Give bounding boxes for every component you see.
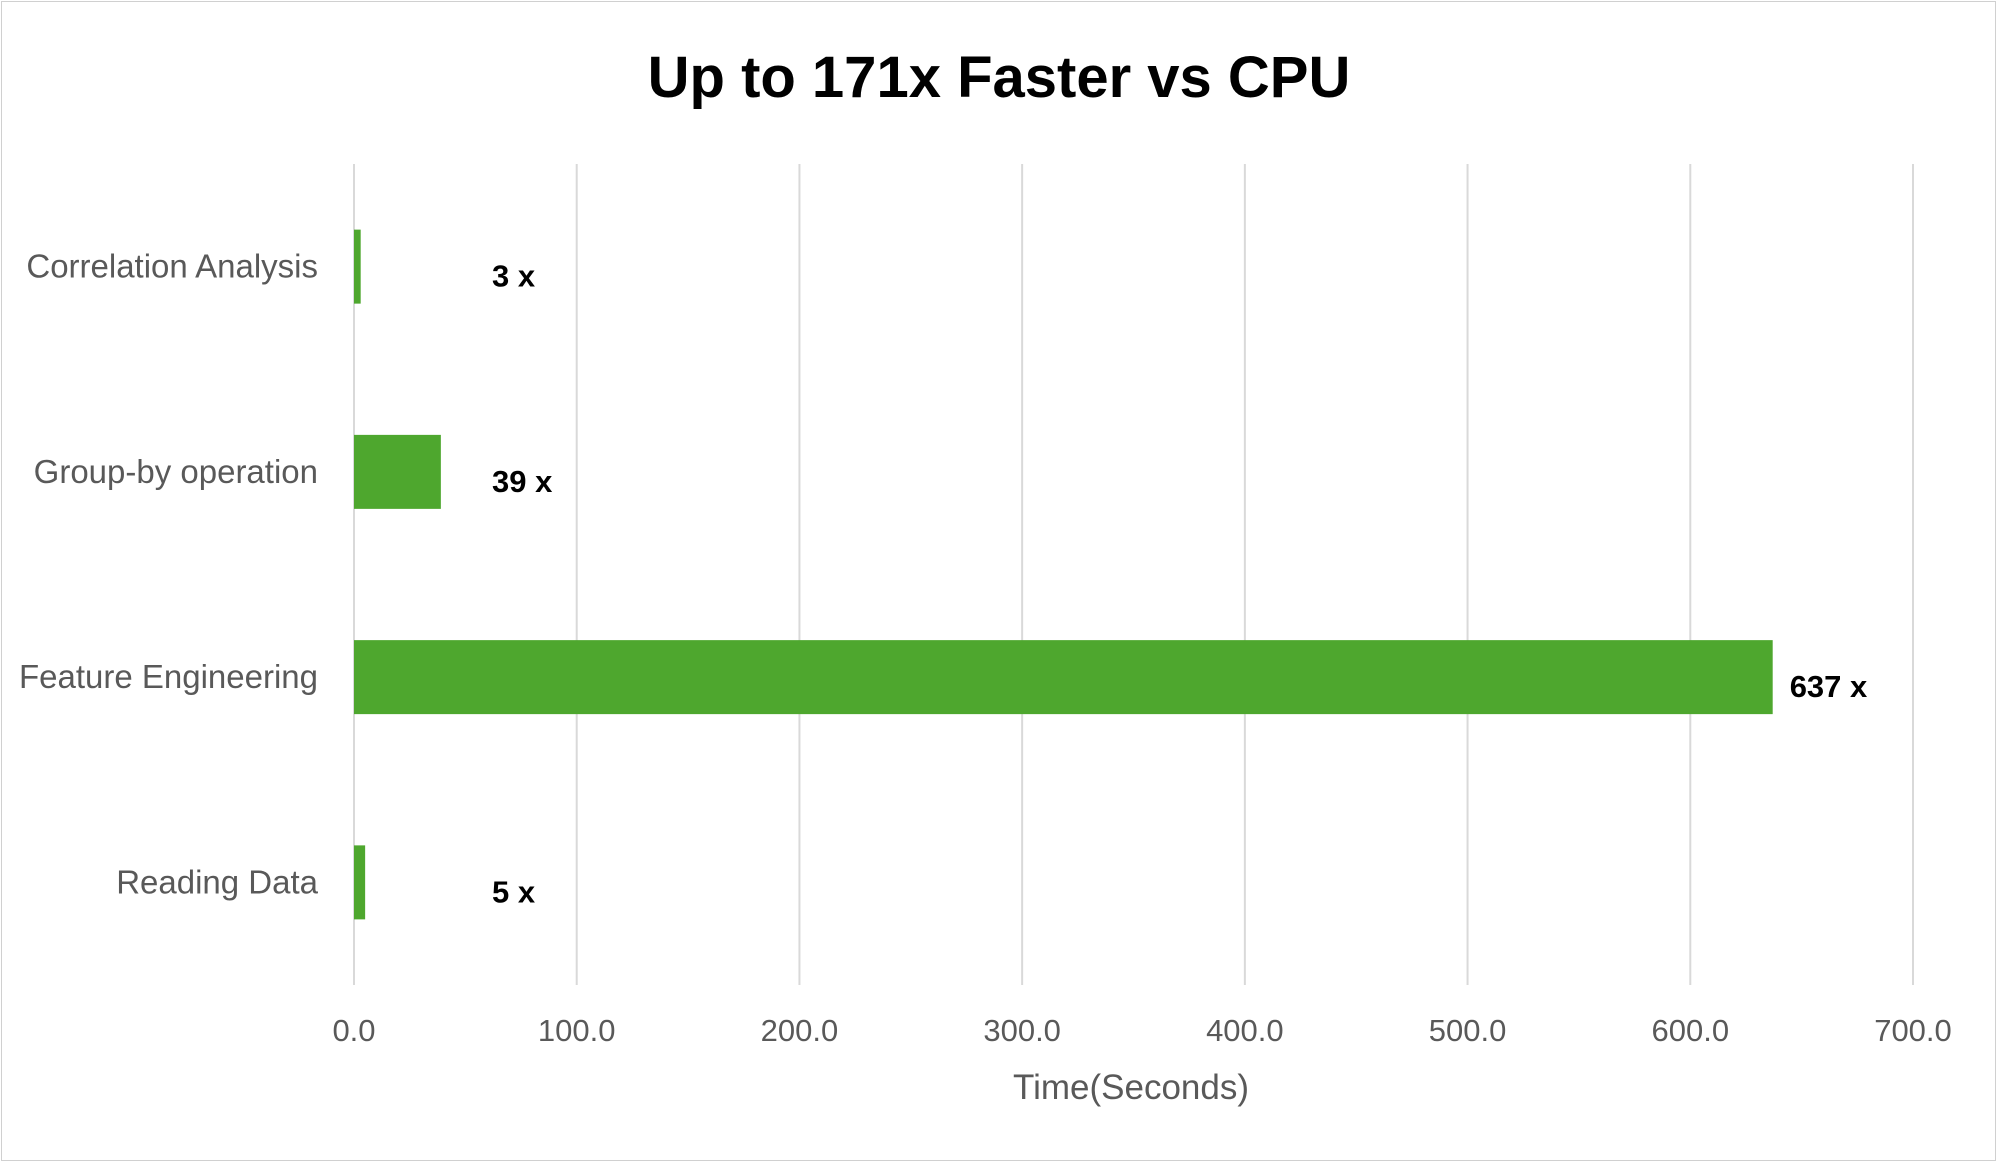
gridlines	[353, 164, 1914, 985]
bar-1	[354, 434, 441, 509]
data-label-1: 39 x	[492, 464, 553, 499]
x-tick-labels: 0.0 100.0 200.0 300.0 400.0 500.0 600.0 700.0	[332, 1013, 1951, 1048]
x-tick-label-7: 700.0	[1874, 1013, 1952, 1048]
category-label-3: Reading Data	[116, 863, 318, 900]
x-tick-label-3: 300.0	[983, 1013, 1061, 1048]
category-label-0: Correlation Analysis	[26, 248, 318, 285]
x-tick-label-1: 100.0	[538, 1013, 616, 1048]
x-tick-label-0: 0.0	[332, 1013, 375, 1048]
data-label-0: 3 x	[492, 259, 536, 294]
category-label-1: Group-by operation	[34, 453, 318, 490]
x-tick-label-5: 500.0	[1429, 1013, 1507, 1048]
bar-3	[354, 845, 366, 920]
data-label-2: 637 x	[1790, 669, 1868, 704]
bar-2	[354, 640, 1773, 715]
category-labels: Correlation Analysis Group-by operation Fe…	[19, 248, 319, 901]
x-tick-label-4: 400.0	[1206, 1013, 1284, 1048]
chart-title: Up to 171x Faster vs CPU	[648, 45, 1351, 110]
x-tick-label-6: 600.0	[1651, 1013, 1729, 1048]
bars	[354, 229, 1773, 920]
data-label-3: 5 x	[492, 874, 536, 909]
category-label-2: Feature Engineering	[19, 658, 318, 695]
data-labels: 3 x 39 x 637 x 5 x	[492, 259, 1868, 910]
x-axis-title: Time(Seconds)	[1013, 1068, 1249, 1107]
x-tick-label-2: 200.0	[761, 1013, 839, 1048]
bar-0	[354, 229, 361, 304]
